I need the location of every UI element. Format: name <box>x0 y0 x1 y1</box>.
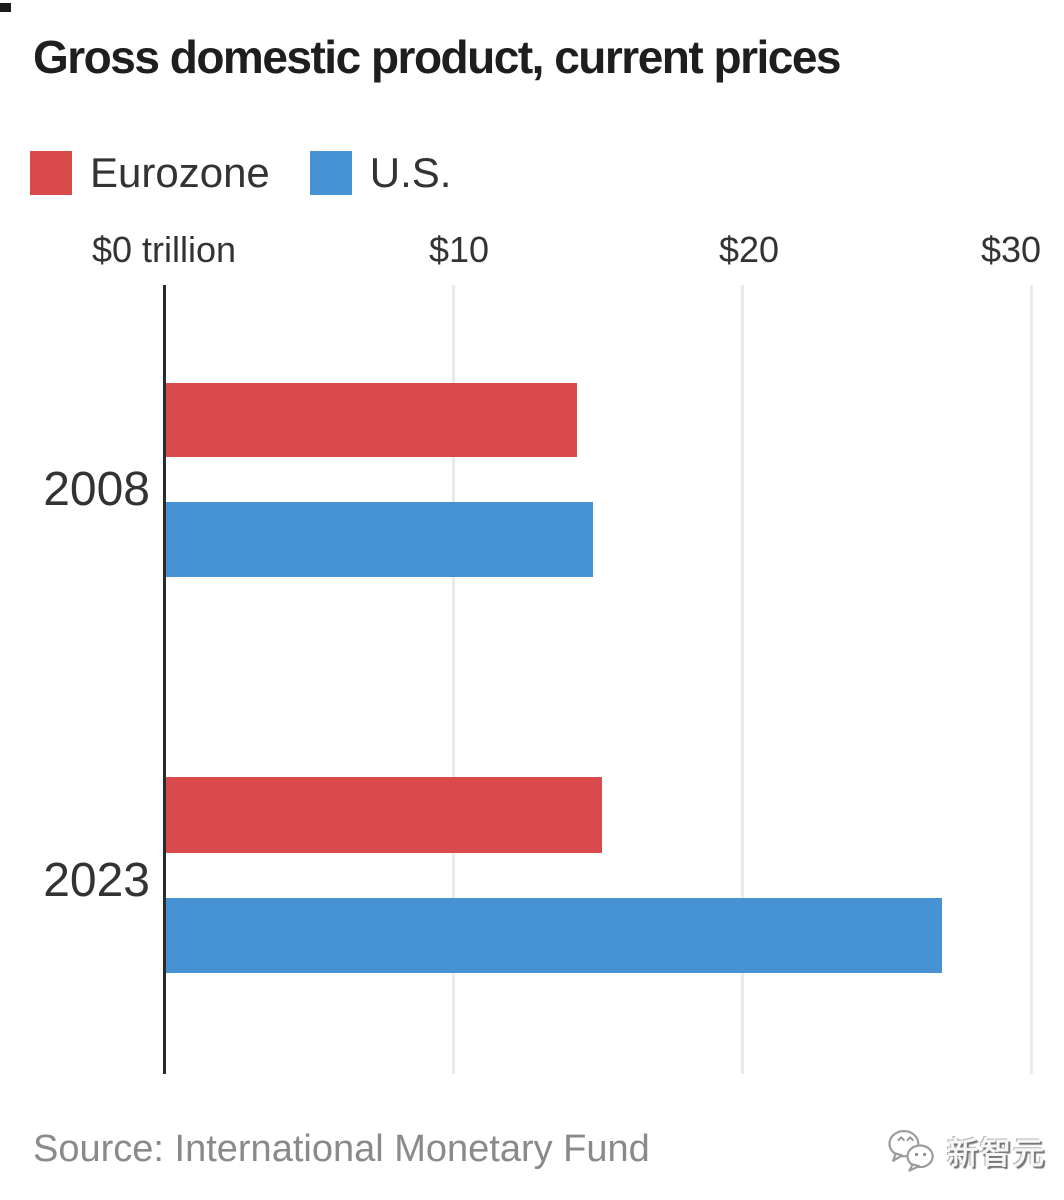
chart-title: Gross domestic product, current prices <box>33 31 842 83</box>
source-attribution: Source: International Monetary Fund <box>33 1128 650 1170</box>
gridline-20 <box>741 285 744 1074</box>
watermark-text: 新智元 <box>947 1135 1046 1171</box>
crop-artifact <box>0 3 11 12</box>
bar-eurozone-2008 <box>166 383 577 457</box>
x-tick-20: $20 <box>718 229 780 270</box>
plot-area <box>163 285 1064 1074</box>
gridline-30 <box>1030 285 1033 1074</box>
chat-bubbles-icon <box>888 1130 934 1172</box>
bar-us-2008 <box>166 502 593 577</box>
x-tick-0-trillion: $0 trillion <box>92 229 237 270</box>
legend-item-us: U.S. <box>309 149 452 197</box>
bar-eurozone-2023 <box>166 777 602 853</box>
us-color-swatch <box>309 151 352 195</box>
publisher-watermark: 新智元 <box>885 1126 1046 1174</box>
gridline-10 <box>452 285 455 1074</box>
chart-legend: Eurozone U.S. <box>30 149 451 197</box>
category-label-2008: 2008 <box>43 463 150 516</box>
category-label-2023: 2023 <box>43 854 150 907</box>
legend-label-us: U.S. <box>369 149 452 196</box>
eurozone-color-swatch <box>30 151 72 195</box>
legend-label-eurozone: Eurozone <box>90 149 270 196</box>
bar-us-2023 <box>166 898 942 973</box>
x-tick-30: $30 <box>980 229 1042 270</box>
y-axis-line <box>163 285 166 1074</box>
x-tick-10: $10 <box>428 229 490 270</box>
legend-item-eurozone: Eurozone <box>30 149 270 197</box>
